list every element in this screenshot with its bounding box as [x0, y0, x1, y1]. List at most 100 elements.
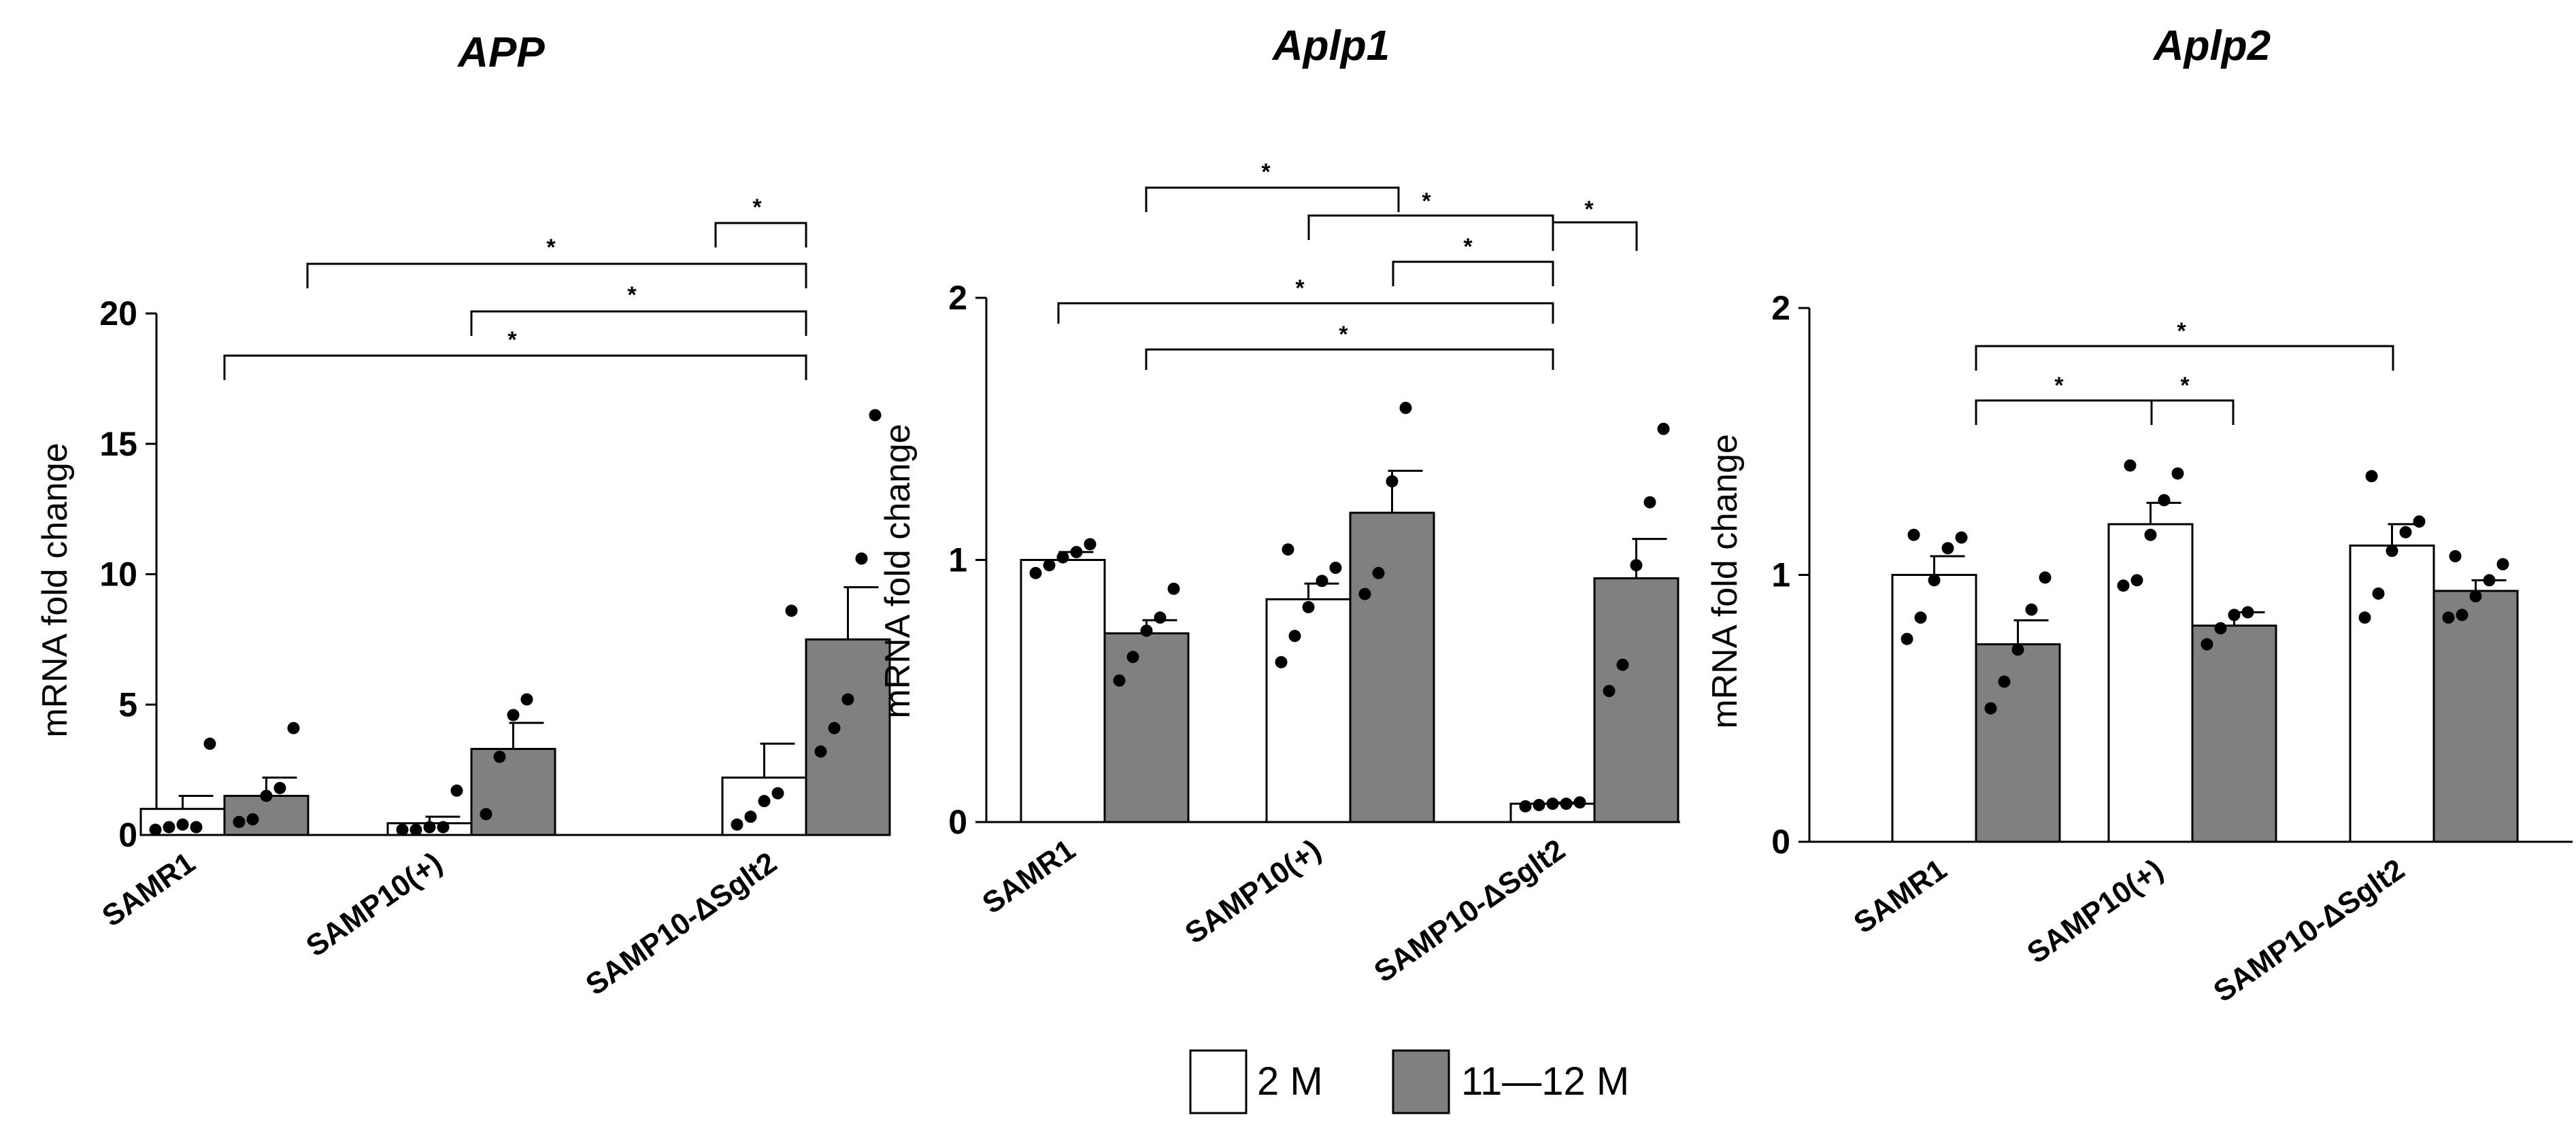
data-point-app-2m [176, 818, 189, 831]
y-axis-label-app: mRNA fold change [35, 443, 75, 738]
significance-bracket-aplp1 [1145, 186, 1400, 212]
data-point-aplp2-2m [1901, 632, 1913, 645]
data-point-aplp1-11-12m [1616, 658, 1629, 671]
legend: 2 M 11—12 M [1189, 1049, 1629, 1114]
data-point-aplp1-11-12m [1113, 674, 1126, 687]
data-point-app-11-12m [260, 789, 273, 802]
data-point-aplp1-11-12m [1657, 422, 1670, 435]
data-point-aplp2-11-12m [2449, 550, 2462, 563]
data-point-aplp1-2m [1533, 798, 1545, 811]
data-point-app-11-12m [233, 815, 246, 828]
data-point-aplp2-2m [2386, 545, 2398, 558]
data-point-aplp1-2m [1282, 543, 1294, 556]
y-tick-label-aplp2: 2 [1771, 289, 1790, 327]
data-point-app-11-12m [828, 721, 841, 734]
bar-app-samp10-sglt2-11-12m [805, 638, 891, 836]
data-point-app-2m [396, 823, 409, 836]
data-point-app-2m [423, 821, 436, 834]
significance-bracket-aplp2 [2150, 399, 2235, 425]
data-point-app-2m [203, 737, 216, 750]
data-point-aplp2-11-12m [2214, 622, 2227, 634]
data-point-aplp2-2m [1928, 574, 1941, 587]
bar-aplp2-samr1-2m [1891, 574, 1977, 843]
data-point-aplp2-11-12m [2228, 609, 2241, 621]
data-point-aplp1-2m [1573, 796, 1586, 809]
data-point-aplp2-2m [2158, 494, 2171, 507]
data-point-aplp1-11-12m [1630, 559, 1643, 572]
data-point-aplp2-11-12m [2496, 558, 2509, 570]
data-point-app-11-12m [520, 693, 533, 706]
significance-star-app: * [546, 235, 556, 260]
data-point-app-11-12m [841, 693, 854, 706]
legend-label-2m: 2 M [1257, 1059, 1323, 1104]
data-point-aplp1-2m [1084, 538, 1097, 551]
significance-star-app: * [627, 282, 637, 308]
x-tick-label-app: SAMP10-ΔSglt2 [580, 846, 782, 1002]
data-point-aplp1-2m [1546, 798, 1559, 811]
data-point-aplp2-11-12m [2442, 611, 2455, 624]
data-point-aplp1-11-12m [1386, 475, 1399, 488]
data-point-aplp1-2m [1316, 575, 1328, 587]
chart-title-app: APP [456, 29, 545, 76]
significance-star-aplp2: * [2177, 318, 2186, 344]
data-point-aplp1-2m [1043, 559, 1056, 572]
data-point-aplp1-2m [1275, 655, 1288, 668]
data-point-aplp2-2m [1941, 542, 1954, 555]
data-point-aplp2-2m [2365, 470, 2378, 483]
y-tick-label-app: 20 [99, 294, 137, 332]
y-tick-label-app: 15 [99, 425, 137, 463]
significance-bracket-app [306, 262, 807, 288]
data-point-app-2m [758, 795, 771, 808]
data-point-aplp2-11-12m [2456, 609, 2469, 621]
x-tick-label-aplp1: SAMP10-ΔSglt2 [1368, 833, 1571, 989]
data-point-aplp2-2m [2144, 528, 2157, 541]
data-point-aplp2-11-12m [2483, 574, 2496, 587]
data-point-app-11-12m [480, 808, 492, 821]
data-point-aplp1-11-12m [1372, 566, 1385, 579]
data-point-aplp1-11-12m [1603, 685, 1616, 698]
significance-bracket-aplp2 [1975, 345, 2394, 371]
data-point-app-2m [785, 604, 798, 617]
y-tick-label-app: 0 [118, 816, 137, 854]
x-tick-label-aplp2: SAMP10-ΔSglt2 [2207, 853, 2410, 1008]
data-point-app-11-12m [869, 409, 882, 422]
y-tick-label-aplp2: 1 [1771, 556, 1790, 594]
data-point-app-2m [771, 787, 784, 800]
data-point-app-2m [450, 784, 463, 797]
data-point-app-2m [731, 818, 743, 831]
significance-star-aplp1: * [1422, 188, 1431, 214]
data-point-aplp1-2m [1029, 566, 1042, 579]
significance-bracket-aplp1 [1057, 302, 1554, 324]
data-point-aplp1-2m [1288, 630, 1301, 643]
data-point-aplp2-11-12m [1984, 702, 1997, 715]
bar-app-samr1-11-12m [223, 794, 310, 836]
data-point-app-2m [437, 821, 450, 834]
data-point-aplp2-2m [2124, 459, 2137, 472]
significance-bracket-aplp1 [1392, 260, 1554, 286]
significance-star-aplp2: * [2054, 373, 2064, 398]
significance-bracket-app [223, 354, 807, 380]
data-point-aplp1-11-12m [1154, 611, 1167, 624]
data-point-aplp2-2m [2117, 579, 2130, 592]
y-tick-label-aplp1: 0 [948, 803, 967, 841]
data-point-app-11-12m [507, 709, 520, 721]
data-point-app-11-12m [814, 745, 827, 758]
data-point-aplp1-2m [1329, 562, 1342, 575]
significance-star-app: * [752, 194, 762, 220]
data-point-aplp1-2m [1519, 800, 1532, 813]
significance-star-aplp1: * [1295, 275, 1305, 301]
chart-title-aplp1: Aplp1 [1271, 22, 1390, 69]
y-tick-label-app: 5 [118, 685, 137, 723]
data-point-app-2m [190, 821, 203, 834]
data-point-aplp2-2m [2372, 587, 2385, 600]
data-point-aplp1-11-12m [1358, 587, 1371, 600]
chart-aplp1: Aplp1 mRNA fold change 0 1 2 * * * * * * SAMR1 S… [878, 22, 1680, 989]
data-point-aplp2-11-12m [2039, 571, 2052, 584]
bar-aplp1-samp10-2m [1265, 598, 1352, 823]
bar-aplp1-samp10-sglt2-11-12m [1593, 577, 1679, 823]
y-tick-label-aplp1: 1 [948, 541, 967, 579]
data-point-app-2m [163, 821, 175, 834]
bar-aplp2-samp10-sglt2-2m [2349, 544, 2435, 843]
data-point-aplp1-11-12m [1167, 582, 1180, 595]
